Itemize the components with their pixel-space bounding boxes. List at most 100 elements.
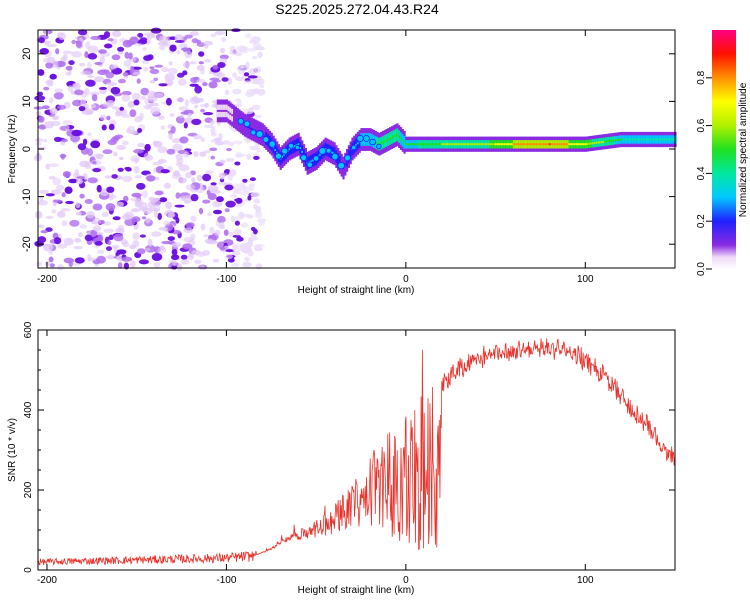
ridge-band-core xyxy=(435,143,438,146)
noise-blob xyxy=(65,200,74,205)
noise-blob xyxy=(158,35,168,44)
noise-blob xyxy=(112,216,121,221)
ridge-peak xyxy=(369,138,376,146)
noise-blob xyxy=(133,99,140,106)
snr-x-label: Height of straight line (km) xyxy=(298,585,415,596)
noise-blob xyxy=(46,79,54,87)
noise-blob xyxy=(91,94,98,102)
noise-blob xyxy=(254,114,262,119)
noise-blob xyxy=(98,49,107,54)
noise-blob xyxy=(38,224,45,228)
noise-blob xyxy=(84,87,90,96)
noise-blob xyxy=(196,79,206,83)
ridge-band-core xyxy=(491,143,494,146)
noise-blob xyxy=(234,98,241,103)
noise-blob xyxy=(220,247,226,251)
noise-blob xyxy=(200,108,205,113)
noise-blob xyxy=(189,83,199,87)
noise-blob xyxy=(128,52,133,60)
noise-blob xyxy=(60,208,71,212)
noise-blob xyxy=(198,51,205,57)
noise-blob xyxy=(56,184,65,191)
ridge-band-core xyxy=(380,142,383,145)
ridge-band-core xyxy=(408,143,411,146)
noise-blob xyxy=(247,75,258,79)
noise-blob xyxy=(109,64,117,70)
ridge-band-core xyxy=(396,133,399,136)
ridge-band-core xyxy=(640,138,643,141)
noise-blob xyxy=(106,115,111,121)
noise-blob xyxy=(87,45,99,53)
ridge-band-core xyxy=(489,143,492,146)
ridge-band-core xyxy=(498,143,501,146)
noise-blob xyxy=(142,47,147,51)
ridge-band-core xyxy=(439,143,442,146)
noise-blob xyxy=(116,249,127,255)
ridge-peak xyxy=(325,148,332,154)
noise-blob xyxy=(73,246,83,250)
noise-blob xyxy=(142,216,146,220)
ridge-band-core xyxy=(602,140,605,143)
ridge-peak xyxy=(274,152,282,160)
noise-blob xyxy=(106,246,112,252)
noise-blob xyxy=(136,182,146,190)
ridge-band-core xyxy=(428,143,431,146)
noise-blob xyxy=(149,208,160,212)
ridge-band-core xyxy=(471,143,474,146)
ridge-band-core xyxy=(381,141,385,144)
ridge-band-core xyxy=(426,143,429,146)
noise-blob xyxy=(84,234,93,242)
ridge-band-core xyxy=(288,148,291,150)
ridge-band-core xyxy=(636,138,639,141)
noise-blob xyxy=(171,138,182,144)
ridge-band-core xyxy=(631,138,634,141)
ridge-band-core xyxy=(399,137,403,140)
colorbar-tick-label: 0.8 xyxy=(696,70,707,84)
noise-blob xyxy=(57,104,67,110)
noise-blob xyxy=(43,138,48,143)
noise-blob xyxy=(62,171,71,178)
noise-blob xyxy=(224,89,230,96)
ridge-band-core xyxy=(473,143,476,146)
noise-blob xyxy=(254,46,265,51)
noise-blob xyxy=(196,174,203,182)
noise-blob xyxy=(249,68,257,75)
noise-blob xyxy=(53,92,64,100)
noise-blob xyxy=(52,177,61,186)
colorbar-ticks: 0.0 0.2 0.4 0.6 0.8 xyxy=(696,70,712,276)
noise-blob xyxy=(243,80,253,85)
noise-blob xyxy=(245,61,250,70)
noise-blob xyxy=(243,72,250,77)
noise-blob xyxy=(167,67,178,75)
noise-blob xyxy=(204,238,213,244)
noise-blob xyxy=(210,126,216,134)
noise-blob xyxy=(171,173,182,180)
ridge-band-core xyxy=(643,138,647,141)
ridge-band-core xyxy=(573,143,577,146)
noise-blob xyxy=(139,112,144,121)
noise-blob xyxy=(44,40,51,45)
ridge-band-core xyxy=(493,143,496,146)
ridge-band-core xyxy=(514,143,517,146)
ridge-band-core xyxy=(554,143,557,146)
ridge-band-core xyxy=(669,138,672,141)
spectrogram-noise-cloud xyxy=(33,27,267,271)
noise-blob xyxy=(212,200,223,208)
noise-blob xyxy=(71,51,82,58)
ridge-band-core xyxy=(434,143,437,146)
noise-blob xyxy=(54,237,62,245)
noise-blob xyxy=(134,175,142,179)
noise-blob xyxy=(212,258,219,263)
spectrogram-signal-ridge xyxy=(216,99,677,180)
noise-blob xyxy=(204,124,214,128)
figure-title: S225.2025.272.04.43.R24 xyxy=(275,1,439,17)
noise-blob xyxy=(178,106,189,111)
ridge-band-core xyxy=(464,143,467,146)
ridge-peak xyxy=(312,155,320,162)
noise-blob xyxy=(108,196,114,201)
noise-blob xyxy=(158,45,165,51)
ridge-band-core xyxy=(383,140,386,143)
noise-blob xyxy=(149,80,155,84)
noise-blob xyxy=(94,241,103,246)
noise-blob xyxy=(152,161,163,166)
